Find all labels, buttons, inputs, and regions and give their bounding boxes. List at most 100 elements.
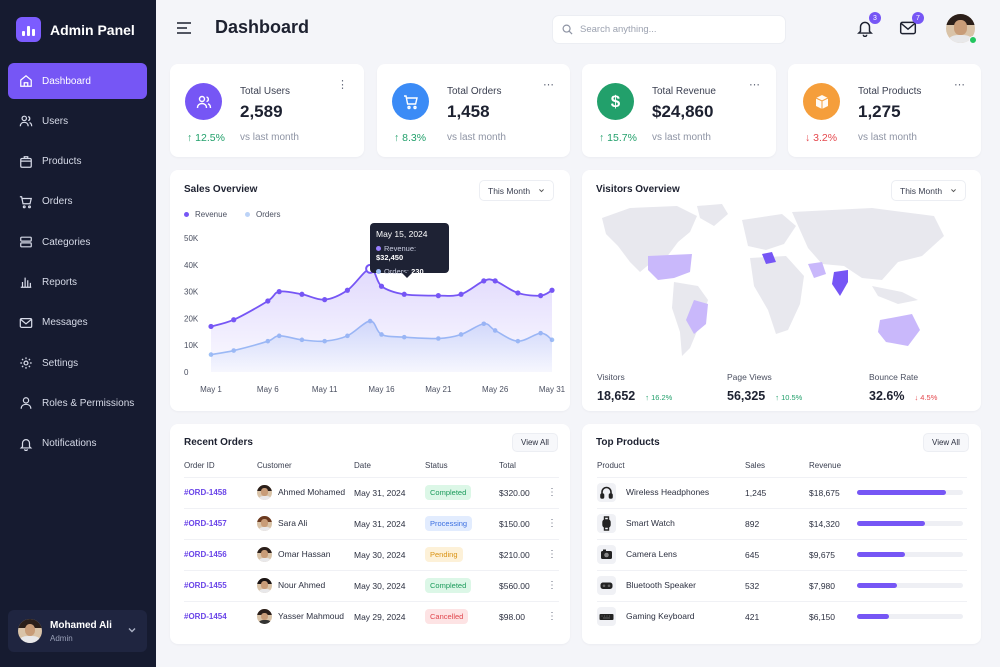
bar-fill (857, 583, 898, 588)
visitors-stat-value: 18,652 (597, 389, 636, 403)
sidebar-item-orders[interactable]: Orders (8, 184, 147, 220)
stat-value: 1,275 (858, 102, 901, 121)
column-header: Product (597, 461, 625, 471)
table-row[interactable]: Wireless Headphones 1,245 $18,675 (597, 476, 967, 508)
map-highlight-brazil (686, 300, 708, 334)
order-id[interactable]: #ORD-1456 (184, 538, 257, 570)
data-point-revenue[interactable] (276, 289, 282, 295)
data-point-revenue[interactable] (458, 291, 464, 297)
data-point-revenue[interactable] (322, 297, 328, 303)
stat-change: ↑ 12.5% (187, 132, 225, 144)
map-highlight-mideast (808, 262, 826, 278)
stat-card-users: Total Users 2,589 ↑ 12.5% vs last month … (170, 64, 364, 157)
orders-view-all-button[interactable]: View All (512, 433, 558, 452)
users-icon (19, 115, 33, 127)
more-icon[interactable]: ⋮ (547, 538, 559, 570)
data-point-revenue[interactable] (344, 287, 350, 293)
more-icon[interactable]: ⋯ (749, 79, 760, 91)
status-badge: Cancelled (425, 609, 469, 625)
order-id[interactable]: #ORD-1458 (184, 476, 257, 508)
sidebar-item-products[interactable]: Products (8, 144, 147, 180)
table-row[interactable]: #ORD-1455 Nour Ahmed May 30, 2024 Comple… (184, 569, 559, 601)
tooltip-orders: Orders: 230 (376, 267, 443, 276)
sidebar-item-messages[interactable]: Messages (8, 305, 147, 341)
data-point-revenue[interactable] (515, 290, 521, 296)
table-row[interactable]: Gaming Keyboard 421 $6,150 (597, 600, 967, 632)
product-cell: Bluetooth Speaker (597, 569, 745, 601)
chevron-down-icon (539, 189, 544, 193)
visitors-range-select[interactable]: This Month (891, 180, 967, 201)
user-name: Mohamed Ali (50, 619, 112, 631)
cart-icon (19, 196, 33, 209)
order-id[interactable]: #ORD-1457 (184, 507, 257, 539)
table-row[interactable]: #ORD-1458 Ahmed Mohamed May 31, 2024 Com… (184, 476, 559, 508)
data-point-revenue[interactable] (378, 283, 385, 289)
table-row[interactable]: Smart Watch 892 $14,320 (597, 507, 967, 539)
sidebar-item-settings[interactable]: Settings (8, 345, 147, 381)
status-cell: Cancelled (425, 600, 499, 632)
data-point-revenue[interactable] (549, 287, 555, 293)
sidebar-item-categories[interactable]: Categories (8, 224, 147, 260)
map-asia (792, 208, 944, 280)
data-point-revenue[interactable] (538, 293, 544, 299)
avatar (18, 619, 42, 643)
sidebar-item-users[interactable]: Users (8, 103, 147, 139)
search-input[interactable] (580, 24, 760, 35)
page-title: Dashboard (215, 17, 310, 37)
more-icon[interactable]: ⋮ (547, 507, 559, 539)
sidebar-item-notifications[interactable]: Notifications (8, 426, 147, 462)
bell-icon (857, 21, 873, 38)
sidebar-item-roles[interactable]: Roles & Permissions (8, 385, 147, 421)
sidebar-item-label: Orders (42, 196, 73, 208)
data-point-revenue[interactable] (231, 317, 237, 323)
products-view-all-button[interactable]: View All (923, 433, 969, 452)
table-row[interactable]: #ORD-1456 Omar Hassan May 30, 2024 Pendi… (184, 538, 559, 570)
table-row[interactable]: #ORD-1454 Yasser Mahmoud May 29, 2024 Ca… (184, 600, 559, 632)
pageviews-stat: Page Views 56,325 ↑ 10.5% (727, 372, 802, 405)
menu-icon[interactable] (176, 21, 192, 35)
more-icon[interactable]: ⋯ (954, 79, 965, 91)
table-row[interactable]: Camera Lens 645 $9,675 (597, 538, 967, 570)
gear-icon (20, 357, 32, 369)
data-point-revenue[interactable] (208, 323, 214, 330)
bar-fill (857, 490, 947, 495)
status-cell: Pending (425, 538, 499, 570)
column-header: Sales (745, 461, 766, 471)
more-icon[interactable]: ⋮ (547, 569, 559, 601)
chart-legend: Revenue Orders (184, 210, 280, 219)
brand[interactable]: Admin Panel (16, 17, 135, 42)
more-icon[interactable]: ⋮ (337, 79, 348, 91)
order-date: May 30, 2024 (354, 569, 425, 601)
sales-range-select[interactable]: This Month (479, 180, 555, 201)
data-point-revenue[interactable] (492, 278, 498, 284)
messages-button[interactable]: 7 (899, 12, 924, 37)
data-point-revenue[interactable] (401, 291, 407, 297)
avatar (257, 485, 272, 500)
order-id[interactable]: #ORD-1455 (184, 569, 257, 601)
stat-value: 2,589 (240, 102, 283, 121)
more-icon[interactable]: ⋮ (547, 600, 559, 632)
product-cell: Gaming Keyboard (597, 600, 745, 632)
data-point-revenue[interactable] (299, 291, 305, 297)
tooltip-date: May 15, 2024 (376, 229, 428, 239)
data-point-revenue[interactable] (435, 293, 441, 299)
product-cell: Camera Lens (597, 538, 745, 570)
notifications-button[interactable]: 3 (856, 12, 881, 38)
data-point-revenue[interactable] (481, 278, 487, 284)
data-point-revenue[interactable] (265, 298, 271, 304)
table-row[interactable]: #ORD-1457 Sara Ali May 31, 2024 Processi… (184, 507, 559, 539)
messages-badge: 7 (912, 12, 924, 24)
sidebar-item-reports[interactable]: Reports (8, 264, 147, 300)
product-bar (857, 600, 967, 632)
more-icon[interactable]: ⋯ (543, 79, 554, 91)
more-icon[interactable]: ⋮ (547, 476, 559, 508)
user-card[interactable]: Mohamed Ali Admin (8, 610, 147, 652)
sidebar-item-dashboard[interactable]: Dashboard (8, 63, 147, 99)
user-role: Admin (50, 633, 73, 643)
table-row[interactable]: Bluetooth Speaker 532 $7,980 (597, 569, 967, 601)
bar-fill (857, 552, 905, 557)
map-europe (742, 214, 796, 250)
cart-icon (392, 83, 429, 120)
chevron-down-icon[interactable] (127, 625, 137, 635)
order-id[interactable]: #ORD-1454 (184, 600, 257, 632)
